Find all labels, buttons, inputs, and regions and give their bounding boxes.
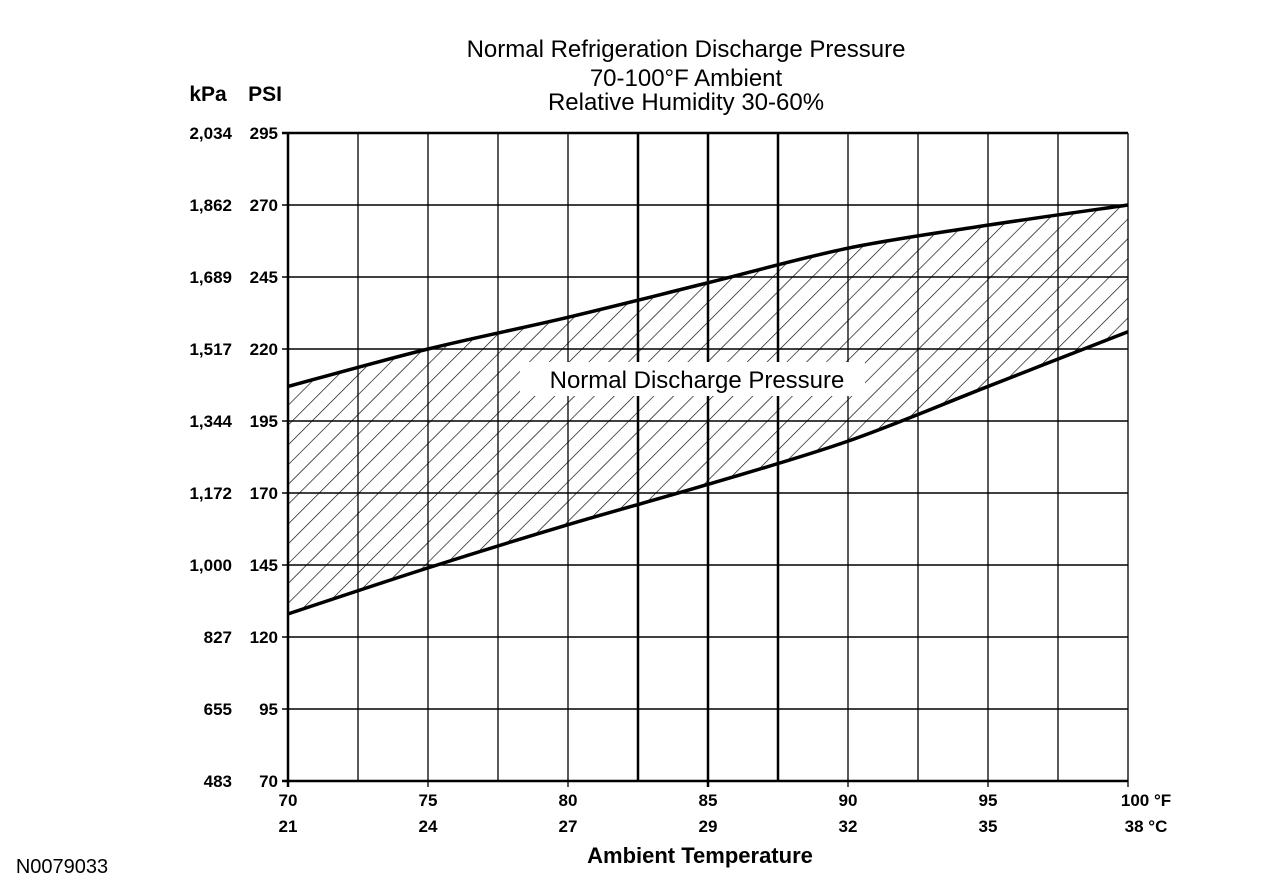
kpa-tick-label: 483 [204,772,232,791]
y-axis-ticks: 2,034 295 1,862 270 1,689 245 1,517 220 1,344 195… [189,124,278,791]
psi-tick-label: 295 [250,124,278,143]
kpa-tick-label: 1,862 [189,196,232,215]
upper-limit-line [287,203,1129,389]
x-axis-label: Ambient Temperature [587,843,813,868]
kpa-tick-label: 1,517 [189,340,232,359]
kpa-tick-label: 1,689 [189,268,232,287]
fahrenheit-tick-label: 95 [979,791,998,810]
psi-tick-label: 245 [250,268,278,287]
kpa-tick-label: 1,172 [189,484,232,503]
celsius-tick-label: 29 [699,817,718,836]
fahrenheit-tick-label: 70 [279,791,298,810]
figure-id: N0079033 [16,856,108,878]
psi-tick-label: 270 [250,196,278,215]
fahrenheit-tick-label: 75 [419,791,438,810]
psi-tick-label: 195 [250,412,278,431]
chart-title: Normal Refrigeration Discharge Pressure … [467,36,906,116]
kpa-tick-label: 1,000 [189,556,232,575]
psi-tick-label: 145 [250,556,278,575]
fahrenheit-tick-label: 85 [699,791,718,810]
celsius-tick-label: 21 [279,817,298,836]
psi-tick-label: 220 [250,340,278,359]
band-label-bg [520,362,865,396]
celsius-tick-label: 38 °C [1125,817,1168,836]
kpa-axis-label: kPa [189,83,227,106]
fahrenheit-tick-label: 100 °F [1121,791,1171,810]
band-label: Normal Discharge Pressure [550,367,845,394]
kpa-tick-label: 655 [204,700,232,719]
psi-tick-label: 120 [250,628,278,647]
celsius-tick-label: 27 [559,817,578,836]
kpa-tick-label: 1,344 [189,412,232,431]
normal-band [287,203,1129,616]
celsius-tick-label: 35 [979,817,998,836]
kpa-tick-label: 2,034 [189,124,232,143]
title-line-3: Relative Humidity 30-60% [548,89,824,116]
fahrenheit-tick-label: 80 [559,791,578,810]
psi-axis-label: PSI [248,83,282,106]
lower-limit-line [287,330,1129,616]
celsius-tick-label: 24 [419,817,438,836]
hatched-area [288,205,1128,614]
title-line-1: Normal Refrigeration Discharge Pressure [467,36,906,63]
psi-tick-label: 95 [259,700,278,719]
x-axis-ticks: 70 21 75 24 80 27 85 29 90 32 95 35 100 °F 38 °C [279,791,1172,836]
kpa-tick-label: 827 [204,628,232,647]
psi-tick-label: 70 [259,772,278,791]
fahrenheit-tick-label: 90 [839,791,858,810]
psi-tick-label: 170 [250,484,278,503]
title-line-2: 70-100°F Ambient [590,65,783,92]
celsius-tick-label: 32 [839,817,858,836]
